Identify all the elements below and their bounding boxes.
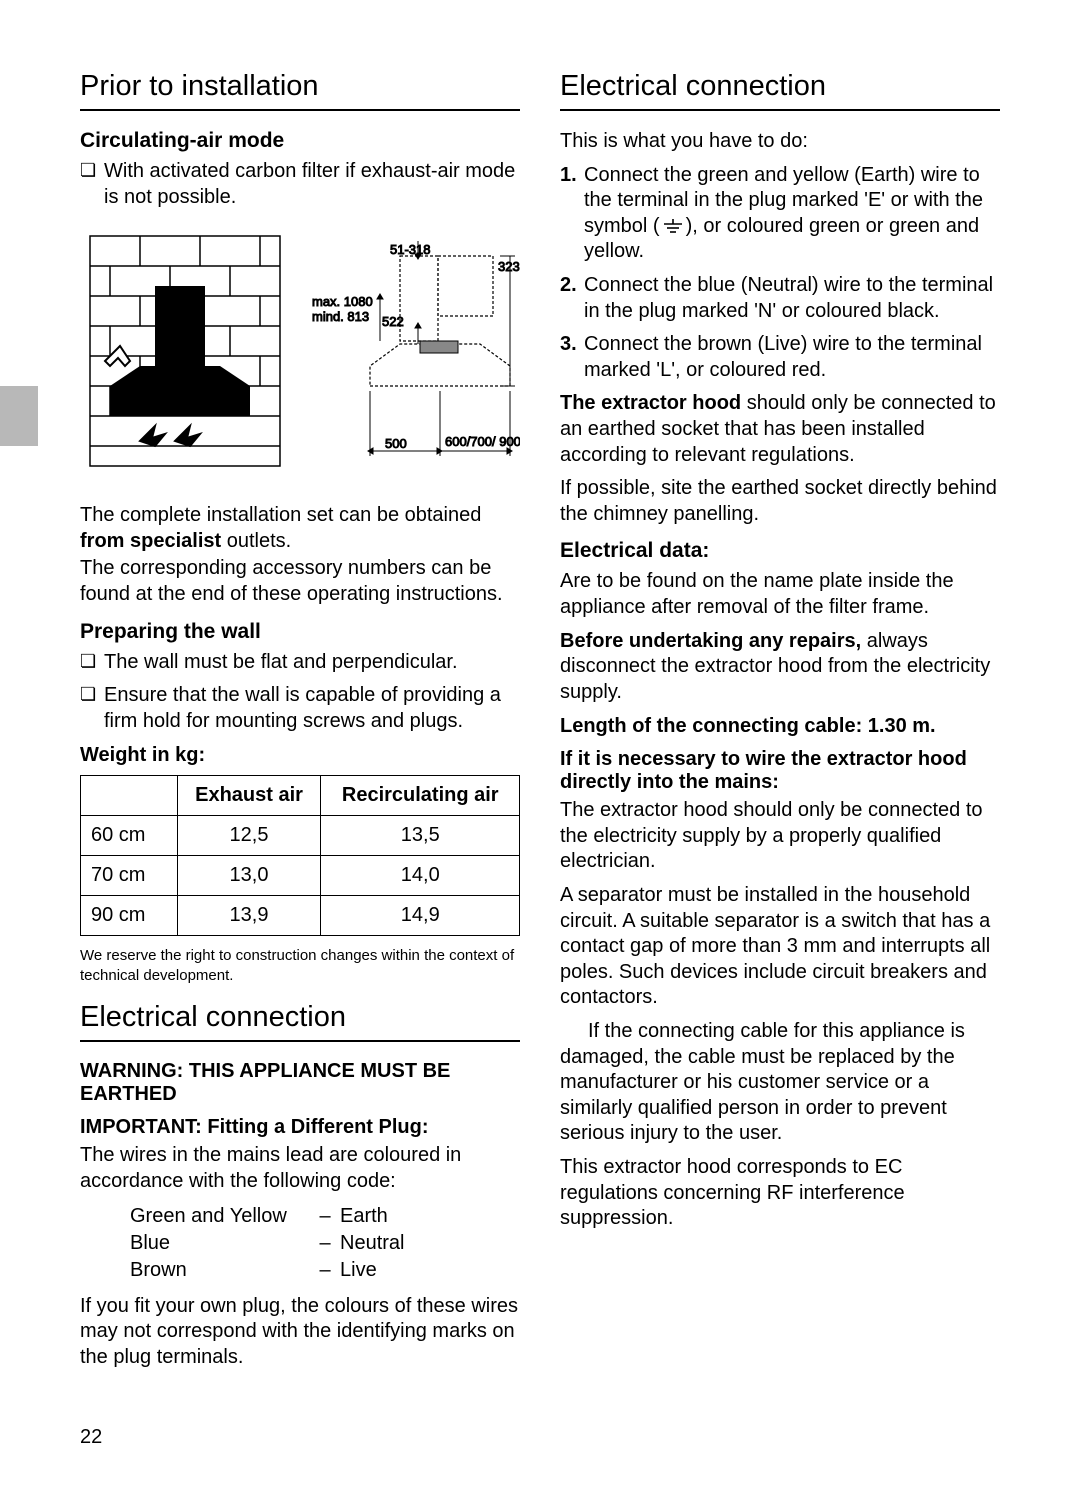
side-tab: [0, 386, 38, 446]
wire-colour-table: Green and Yellow–Earth Blue–Neutral Brow…: [130, 1203, 520, 1284]
site-socket: If possible, site the earthed socket dir…: [560, 476, 1000, 527]
prep-item-2: Ensure that the wall is capable of provi…: [104, 683, 520, 734]
warning-earthed: WARNING: THIS APPLIANCE MUST BE EARTHED: [80, 1060, 520, 1106]
page-content: Prior to installation Circulating-air mo…: [80, 70, 1000, 1378]
table-header-row: Exhaust air Recirculating air: [81, 776, 520, 816]
wire-code-intro: The wires in the mains lead are coloured…: [80, 1143, 520, 1194]
prep-item-1: The wall must be flat and perpendicular.: [104, 650, 520, 676]
install-set-text: The complete installation set can be obt…: [80, 503, 520, 554]
heading-circulating-air: Circulating-air mode: [80, 129, 520, 153]
table-row: 70 cm13,014,0: [81, 856, 520, 896]
cable-length: Length of the connecting cable: 1.30 m.: [560, 715, 1000, 738]
right-column: Electrical connection This is what you h…: [560, 70, 1000, 1378]
svg-text:323: 323: [498, 259, 520, 274]
step-2: 2.Connect the blue (Neutral) wire to the…: [584, 273, 1000, 324]
hood-socket: The extractor hood should only be connec…: [560, 391, 1000, 468]
svg-text:51-318: 51-318: [390, 242, 430, 257]
accessory-text: The corresponding accessory numbers can …: [80, 556, 520, 607]
svg-text:max. 1080: max. 1080: [312, 294, 373, 309]
earth-symbol-icon: [662, 219, 684, 235]
separator-text: A separator must be installed in the hou…: [560, 883, 1000, 1011]
heading-preparing-wall: Preparing the wall: [80, 620, 520, 644]
circ-item: With activated carbon filter if exhaust-…: [104, 159, 520, 210]
circ-list: With activated carbon filter if exhaust-…: [80, 159, 520, 210]
installation-diagram: 51-318 323 max. 1080 mind. 813 522 500 6…: [80, 226, 520, 486]
table-row: 90 cm13,914,9: [81, 896, 520, 936]
nameplate-text: Are to be found on the name plate inside…: [560, 569, 1000, 620]
weight-table: Exhaust air Recirculating air 60 cm12,51…: [80, 775, 520, 936]
important-plug: IMPORTANT: Fitting a Different Plug:: [80, 1116, 520, 1139]
before-repairs: Before undertaking any repairs, always d…: [560, 629, 1000, 706]
prep-list: The wall must be flat and perpendicular.…: [80, 650, 520, 735]
left-column: Prior to installation Circulating-air mo…: [80, 70, 520, 1378]
construction-note: We reserve the right to construction cha…: [80, 946, 520, 985]
svg-text:522: 522: [382, 314, 404, 329]
svg-text:500: 500: [385, 436, 407, 451]
heading-electrical-left: Electrical connection: [80, 1001, 520, 1042]
step-3: 3.Connect the brown (Live) wire to the t…: [584, 332, 1000, 383]
heading-prior-installation: Prior to installation: [80, 70, 520, 111]
qualified-electrician: The extractor hood should only be connec…: [560, 798, 1000, 875]
step-1: 1.Connect the green and yellow (Earth) w…: [584, 163, 1000, 265]
svg-text:600/700/ 900: 600/700/ 900: [445, 434, 520, 449]
svg-text:mind. 813: mind. 813: [312, 309, 369, 324]
ec-regulations: This extractor hood corresponds to EC re…: [560, 1155, 1000, 1232]
todo-intro: This is what you have to do:: [560, 129, 1000, 155]
heading-electrical-right: Electrical connection: [560, 70, 1000, 111]
fit-own-plug: If you fit your own plug, the colours of…: [80, 1294, 520, 1371]
page-number: 22: [80, 1426, 102, 1449]
heading-electrical-data: Electrical data:: [560, 539, 1000, 563]
heading-weight: Weight in kg:: [80, 744, 520, 767]
cable-damaged: If the connecting cable for this applian…: [560, 1019, 1000, 1147]
steps-list: 1.Connect the green and yellow (Earth) w…: [560, 163, 1000, 384]
direct-mains: If it is necessary to wire the extractor…: [560, 748, 1000, 794]
table-row: 60 cm12,513,5: [81, 816, 520, 856]
